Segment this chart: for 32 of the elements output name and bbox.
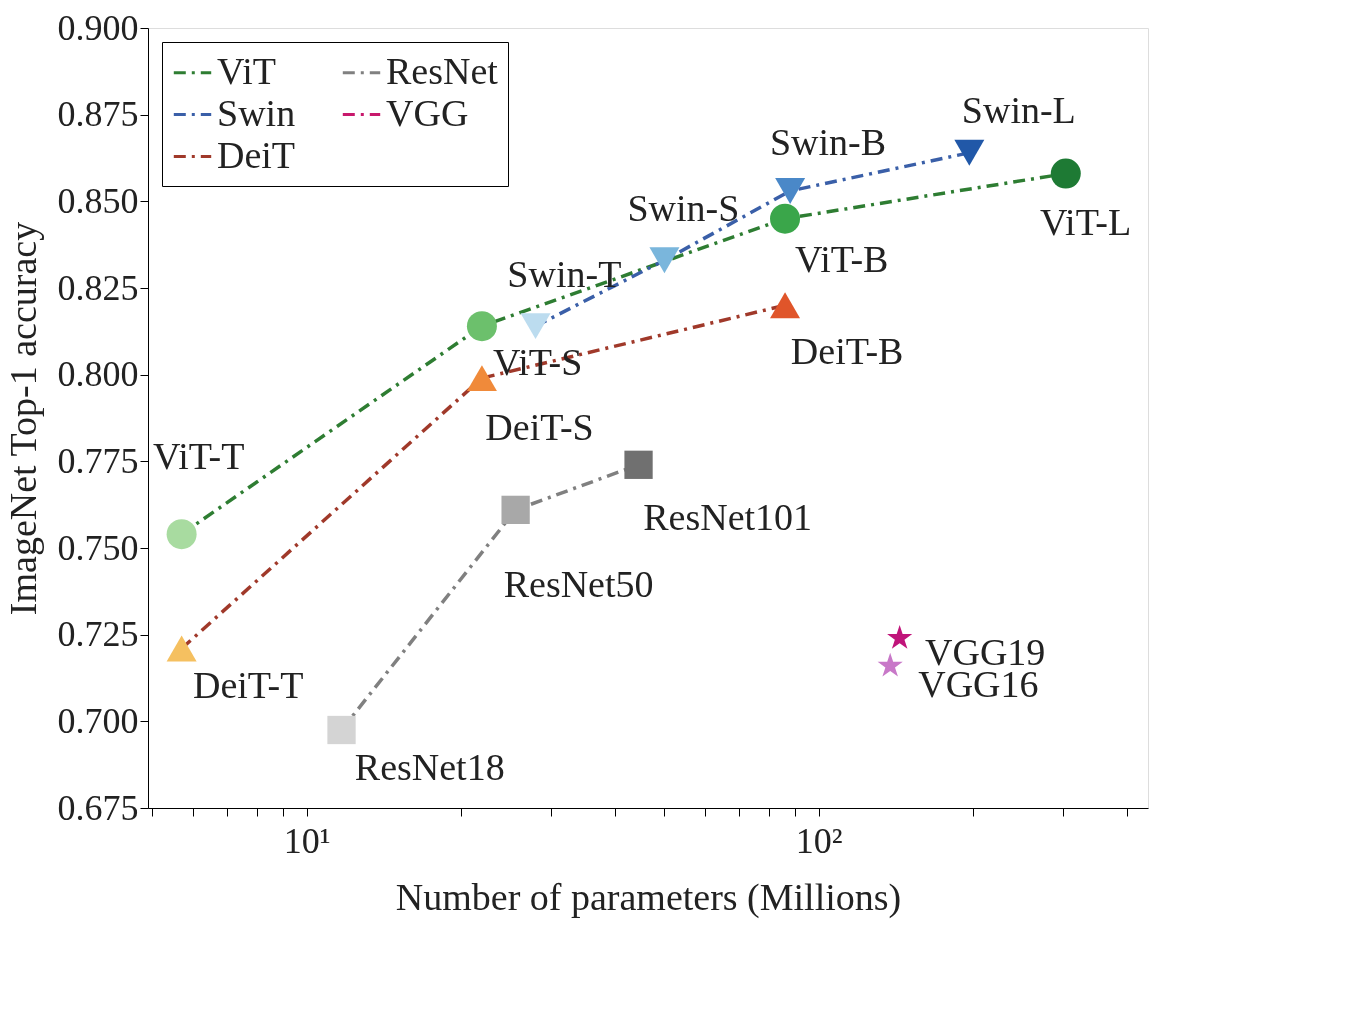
annotation: DeiT-T: [192, 663, 304, 706]
legend-label: DeiT: [217, 133, 296, 176]
annotation: Swin-S: [627, 187, 740, 230]
x-axis-title: Number of parameters (Millions): [395, 875, 902, 919]
x-tick-label: 10¹: [283, 820, 331, 861]
legend-label: Swin: [217, 91, 296, 134]
annotation: ResNet50: [503, 563, 654, 606]
y-tick-label: 0.725: [57, 614, 139, 655]
y-tick-label: 0.850: [57, 180, 139, 221]
legend-label: VGG: [386, 91, 469, 134]
annotation: ResNet18: [354, 746, 505, 789]
annotation: ViT-L: [1039, 200, 1132, 243]
annotation: ViT-B: [795, 238, 889, 281]
y-tick-label: 0.750: [57, 527, 139, 568]
legend-label: ResNet: [386, 49, 499, 92]
x-tick-label: 10²: [795, 820, 843, 861]
annotation: Swin-T: [507, 252, 622, 295]
annotation: ResNet101: [643, 495, 813, 538]
y-tick-label: 0.800: [57, 354, 139, 395]
y-tick-label: 0.900: [57, 7, 139, 48]
annotation: Swin-B: [769, 121, 887, 164]
y-tick-label: 0.775: [57, 440, 139, 481]
annotation: Swin-L: [961, 88, 1076, 131]
y-tick-label: 0.700: [57, 700, 139, 741]
y-tick-label: 0.875: [57, 94, 139, 135]
y-axis-title: ImageNet Top-1 accuracy: [1, 221, 44, 616]
legend-label: ViT: [217, 49, 276, 92]
annotation: DeiT-S: [485, 406, 594, 449]
y-tick-label: 0.675: [57, 787, 139, 828]
annotation: DeiT-B: [790, 329, 904, 372]
y-tick-label: 0.825: [57, 267, 139, 308]
annotation: ViT-T: [153, 434, 245, 477]
